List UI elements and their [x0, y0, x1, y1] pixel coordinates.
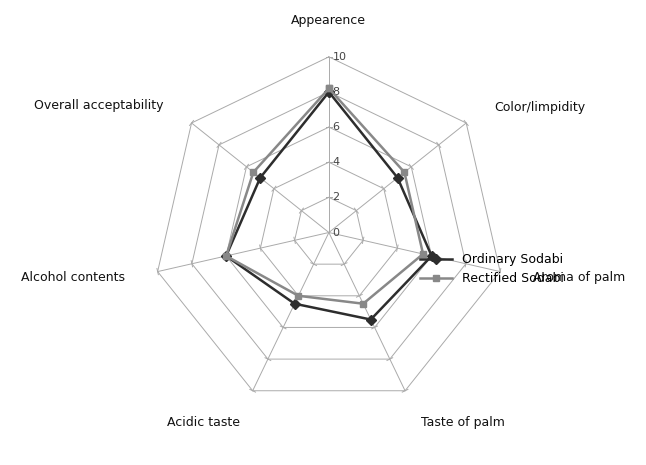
Text: 0: 0: [333, 227, 339, 238]
Text: 4: 4: [333, 157, 340, 167]
Text: 10: 10: [333, 52, 346, 62]
Text: Overall acceptability: Overall acceptability: [34, 100, 163, 113]
Text: 2: 2: [333, 193, 340, 202]
Text: Alcohol contents: Alcohol contents: [21, 271, 125, 284]
Legend: Ordinary Sodabi, Rectified Sodabi: Ordinary Sodabi, Rectified Sodabi: [415, 248, 568, 290]
Text: Acidic taste: Acidic taste: [167, 417, 240, 429]
Text: Aroma of palm: Aroma of palm: [533, 271, 625, 284]
Text: 6: 6: [333, 122, 339, 132]
Text: Appearence: Appearence: [291, 14, 366, 27]
Text: Taste of palm: Taste of palm: [421, 417, 505, 429]
Text: Color/limpidity: Color/limpidity: [494, 101, 585, 114]
Text: 8: 8: [333, 87, 340, 97]
